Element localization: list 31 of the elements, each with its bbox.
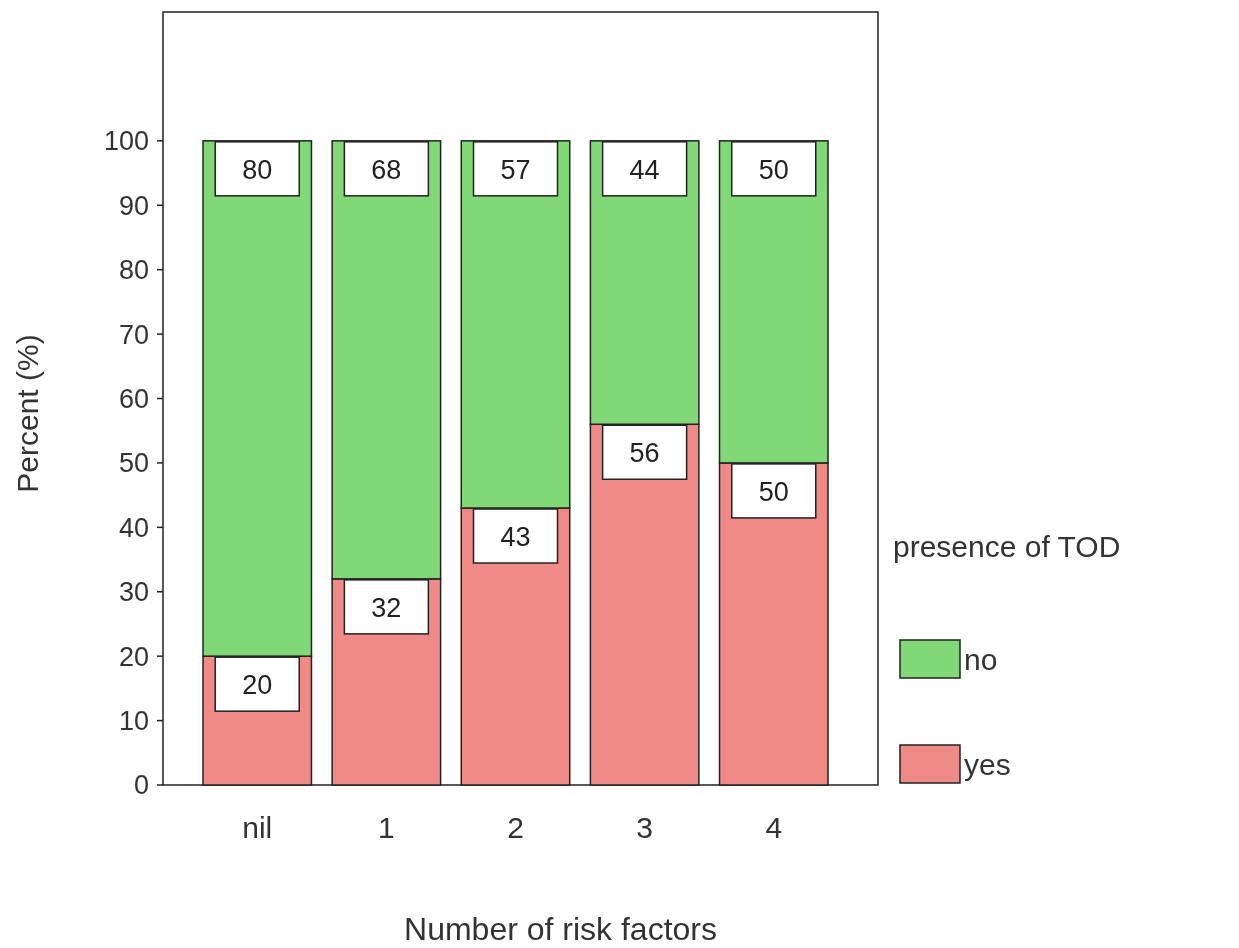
data-label: 80 bbox=[242, 154, 273, 185]
y-tick-label: 70 bbox=[118, 319, 149, 350]
y-tick-label: 30 bbox=[118, 577, 149, 608]
y-tick-label: 90 bbox=[118, 190, 149, 221]
y-tick-label: 20 bbox=[118, 641, 149, 672]
x-tick-label: 1 bbox=[378, 811, 395, 844]
x-tick-label: nil bbox=[242, 811, 273, 844]
data-label: 20 bbox=[242, 670, 273, 701]
x-tick-label: 3 bbox=[636, 811, 653, 844]
y-tick-label: 80 bbox=[118, 255, 149, 286]
x-axis-title: Number of risk factors bbox=[404, 911, 717, 947]
data-label: 56 bbox=[629, 438, 660, 469]
y-tick-label: 40 bbox=[118, 512, 149, 543]
y-tick-label: 50 bbox=[118, 448, 149, 479]
y-tick-label: 60 bbox=[118, 383, 149, 414]
data-label: 43 bbox=[500, 522, 531, 553]
data-label: 32 bbox=[371, 592, 402, 623]
x-tick-label: 2 bbox=[507, 811, 524, 844]
legend-label: yes bbox=[964, 748, 1011, 781]
y-tick-label: 10 bbox=[118, 706, 149, 737]
x-tick-label: 4 bbox=[765, 811, 783, 844]
data-label: 50 bbox=[758, 476, 789, 507]
data-label: 44 bbox=[629, 154, 660, 185]
y-tick-label: 0 bbox=[133, 770, 149, 801]
legend-label: no bbox=[964, 643, 998, 676]
data-label: 50 bbox=[758, 154, 789, 185]
y-axis-title: Percent (%) bbox=[11, 334, 44, 493]
data-label: 68 bbox=[371, 154, 402, 185]
legend-title: presence of TOD bbox=[893, 530, 1121, 563]
data-label: 57 bbox=[500, 154, 531, 185]
y-tick-label: 100 bbox=[103, 126, 149, 157]
